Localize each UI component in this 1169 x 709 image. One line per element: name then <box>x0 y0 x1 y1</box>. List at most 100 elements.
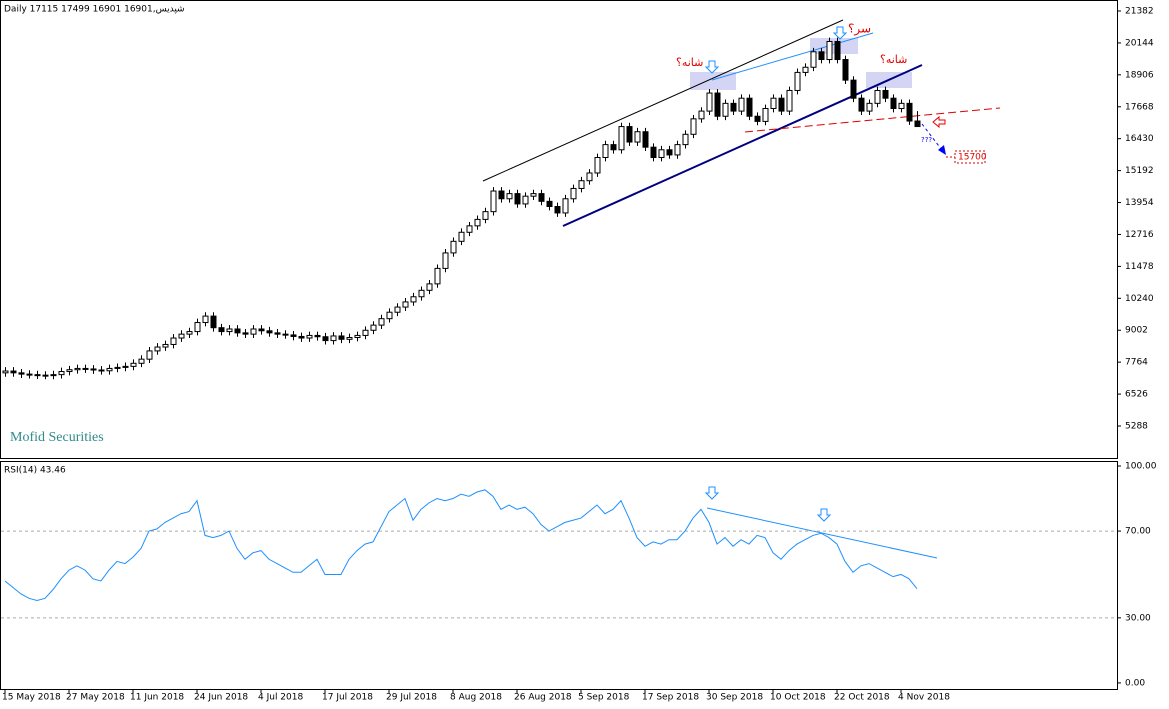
candle-body <box>562 198 569 214</box>
candle-body <box>138 358 145 364</box>
candle-body <box>250 328 257 335</box>
candle-body <box>762 108 769 122</box>
candle-body <box>490 190 497 213</box>
candle-body <box>330 335 337 342</box>
annotation: شانه؟ <box>676 56 703 69</box>
candle-body <box>866 102 873 112</box>
candle-body <box>522 195 529 205</box>
candle-body <box>610 144 617 151</box>
candle-body <box>890 97 897 110</box>
candle-body <box>242 332 249 335</box>
candle-body <box>402 301 409 308</box>
candle-body <box>682 133 689 146</box>
candle-body <box>570 187 577 200</box>
candle-body <box>858 97 865 112</box>
top-line <box>711 32 874 81</box>
y-tick-label: 5288 <box>1125 421 1148 431</box>
y-tick-label: 11478 <box>1125 262 1154 272</box>
candle-body <box>746 97 753 117</box>
x-tick-label: 5 Sep 2018 <box>578 693 630 703</box>
candle-body <box>162 343 169 348</box>
y-tick-label: 30.00 <box>1125 613 1151 623</box>
candle-body <box>194 322 201 333</box>
y-tick-label: 13954 <box>1125 198 1154 208</box>
candle-body <box>274 332 281 335</box>
candle-body <box>130 362 137 367</box>
candle-body <box>178 333 185 339</box>
candle-body <box>410 296 417 303</box>
arrow-head <box>938 145 946 155</box>
candle-body <box>386 311 393 320</box>
candle-body <box>322 336 329 342</box>
candle-body <box>210 315 217 329</box>
candle-body <box>730 102 737 112</box>
panel-frame <box>0 0 1118 459</box>
candle-body <box>514 193 521 205</box>
candle-body <box>586 172 593 182</box>
candle-body <box>546 200 553 208</box>
candle-body <box>66 369 73 373</box>
candle-body <box>42 374 49 377</box>
candle-body <box>818 51 825 61</box>
head-zone <box>810 38 858 54</box>
y-tick-label: 20144 <box>1125 38 1154 48</box>
candle-body <box>594 157 601 174</box>
y-tick-label: 10240 <box>1125 294 1154 304</box>
chart-title: شپدیس,Daily 17115 17499 16901 16901 <box>4 5 185 15</box>
candle-body <box>770 97 777 110</box>
candle-body <box>666 149 673 156</box>
candle-body <box>578 180 585 189</box>
down-arrow <box>704 60 720 74</box>
candle-body <box>234 328 241 334</box>
candle-body <box>698 110 705 120</box>
candle-body <box>618 126 625 151</box>
candle-body <box>810 51 817 68</box>
candle-body <box>258 328 265 332</box>
candle-body <box>882 89 889 99</box>
candle-body <box>418 289 425 298</box>
candle-body <box>498 190 505 200</box>
candle-body <box>226 328 233 333</box>
y-tick-label: 100.00 <box>1125 461 1157 471</box>
trend-line <box>562 64 923 227</box>
candle-body <box>82 367 89 370</box>
candle-body <box>786 89 793 112</box>
candle-body <box>642 131 649 148</box>
candle-body <box>34 374 41 377</box>
y-tick-label: 21382 <box>1125 6 1154 16</box>
y-tick-label: 18906 <box>1125 70 1154 80</box>
candle-body <box>282 333 289 336</box>
candle-body <box>674 144 681 156</box>
y-tick-label: 0.00 <box>1125 678 1145 688</box>
candle-body <box>90 368 97 371</box>
candle-body <box>18 372 25 375</box>
candle-body <box>658 149 665 159</box>
rsi-line <box>4 489 918 602</box>
candle-body <box>378 318 385 326</box>
candle-body <box>50 374 57 377</box>
candle-body <box>834 40 841 61</box>
candle-body <box>426 283 433 291</box>
candle-body <box>738 97 745 112</box>
candle-body <box>298 335 305 339</box>
x-tick-label: 22 Oct 2018 <box>834 693 890 703</box>
candle-body <box>26 373 33 376</box>
y-tick-label: 17668 <box>1125 102 1154 112</box>
candle-body <box>706 92 713 112</box>
x-tick-label: 11 Jun 2018 <box>130 693 184 703</box>
down-arrow <box>832 26 848 40</box>
x-tick-label: 17 Sep 2018 <box>642 693 699 703</box>
candle-body <box>434 267 441 285</box>
panel-frame <box>0 461 1118 690</box>
x-tick-label: 4 Jul 2018 <box>258 693 303 703</box>
candle-body <box>554 206 561 214</box>
channel-line <box>482 19 844 182</box>
candle-body <box>602 144 609 159</box>
candle-body <box>338 335 345 340</box>
candle-body <box>98 369 105 372</box>
x-tick-label: 30 Sep 2018 <box>706 693 763 703</box>
x-tick-label: 17 Jul 2018 <box>322 693 373 703</box>
candle-body <box>722 102 729 117</box>
candle-body <box>170 337 177 345</box>
